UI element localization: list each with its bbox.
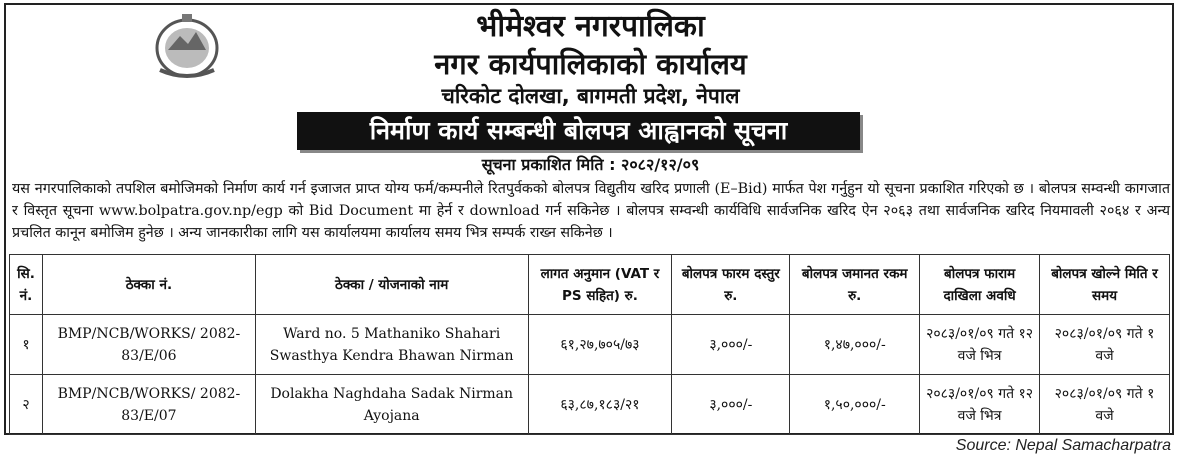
cell-opening-date: २०८३/०१/०९ गते १ वजे — [1039, 374, 1170, 435]
cell-form-fee: ३,०००/- — [671, 374, 791, 435]
cell-project-name: Dolakha Naghdaha Sadak Nirman Ayojana — [254, 374, 529, 435]
office-name: नगर कार्यपालिकाको कार्यालय — [434, 47, 747, 81]
cell-bid-security: १,५०,०००/- — [789, 374, 921, 435]
column-header-submission-deadline: बोलपत्र फाराम दाखिला अवधि — [919, 254, 1041, 315]
table-row: १ BMP/NCB/WORKS/ 2082-83/E/06 Ward no. 5… — [9, 314, 1170, 375]
column-header-bid-security: बोलपत्र जमानत रकम रु. — [789, 254, 921, 315]
cell-project-name: Ward no. 5 Mathaniko Shahari Swasthya Ke… — [254, 314, 529, 375]
cell-submission-deadline: २०८३/०१/०९ गते १२ वजे भित्र — [919, 374, 1041, 435]
column-header-cost-estimate: लागत अनुमान (VAT र PS सहित) रु. — [527, 254, 673, 315]
cell-opening-date: २०८३/०१/०९ गते १ वजे — [1039, 314, 1170, 375]
tender-table: सि. नं. ठेक्का नं. ठेक्का / योजनाको नाम … — [9, 254, 1170, 435]
nepal-government-emblem-icon — [155, 14, 219, 78]
cell-contract-no: BMP/NCB/WORKS/ 2082-83/E/07 — [41, 374, 256, 435]
municipality-name: भीमेश्वर नगरपालिका — [476, 9, 705, 44]
table-header-row: सि. नं. ठेक्का नं. ठेक्का / योजनाको नाम … — [9, 254, 1170, 315]
column-header-form-fee: बोलपत्र फारम दस्तुर रु. — [671, 254, 791, 315]
notice-body: यस नगरपालिकाको तपशिल बमोजिमको निर्माण का… — [12, 181, 1170, 241]
cell-contract-no: BMP/NCB/WORKS/ 2082-83/E/06 — [41, 314, 256, 375]
published-date: सूचना प्रकाशित मिति : २०८२/१२/०९ — [481, 155, 700, 174]
cell-bid-security: १,४७,०००/- — [789, 314, 921, 375]
office-address: चरिकोट दोलखा, बागमती प्रदेश, नेपाल — [441, 84, 740, 108]
cell-cost-estimate: ६१,२७,७०५/७३ — [527, 314, 673, 375]
cell-cost-estimate: ६३,८७,१८३/२१ — [527, 374, 673, 435]
column-header-contract-no: ठेक्का नं. — [41, 254, 256, 315]
cell-form-fee: ३,०००/- — [671, 314, 791, 375]
column-header-opening-date: बोलपत्र खोल्ने मिति र समय — [1039, 254, 1170, 315]
cell-serial: २ — [9, 374, 43, 435]
column-header-serial: सि. नं. — [9, 254, 43, 315]
cell-submission-deadline: २०८३/०१/०९ गते १२ वजे भित्र — [919, 314, 1041, 375]
table-row: २ BMP/NCB/WORKS/ 2082-83/E/07 Dolakha Na… — [9, 374, 1170, 435]
column-header-project-name: ठेक्का / योजनाको नाम — [254, 254, 529, 315]
notice-title: निर्माण कार्य सम्बन्धी बोलपत्र आह्वानको … — [297, 112, 860, 150]
source-credit: Source: Nepal Samacharpatra — [955, 437, 1171, 454]
cell-serial: १ — [9, 314, 43, 375]
